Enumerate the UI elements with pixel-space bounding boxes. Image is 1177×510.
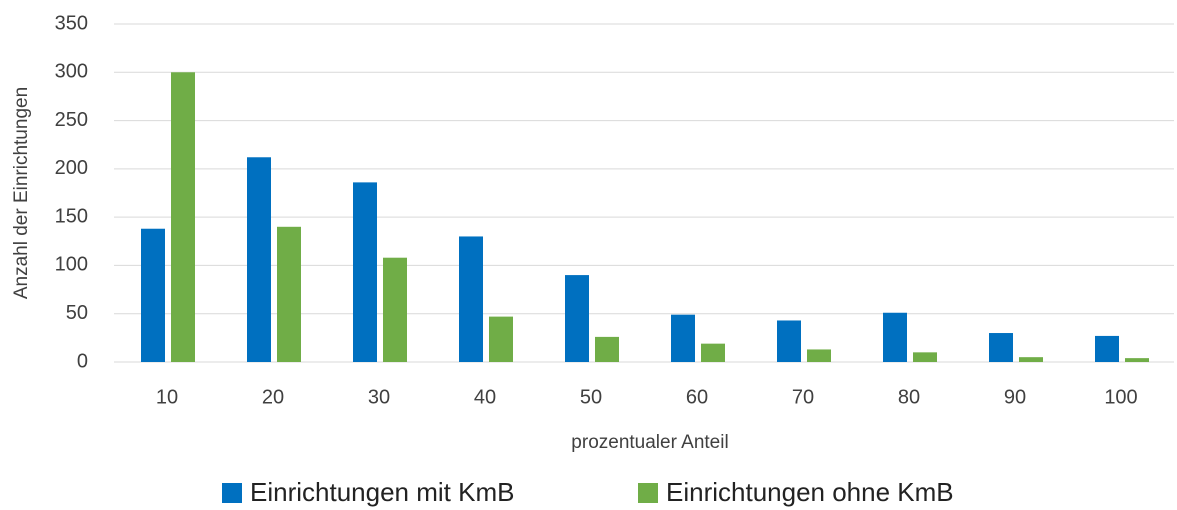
- x-tick-label: 20: [262, 386, 284, 408]
- y-tick-label: 250: [55, 109, 88, 131]
- bar: [353, 182, 377, 362]
- bar: [913, 352, 937, 362]
- y-tick-label: 100: [55, 254, 88, 276]
- bar: [277, 226, 301, 362]
- y-tick-label: 300: [55, 61, 88, 83]
- bar: [459, 236, 483, 362]
- y-axis-title: Anzahl der Einrichtungen: [11, 87, 32, 299]
- bar: [701, 343, 725, 362]
- bar: [595, 336, 619, 362]
- y-tick-label: 0: [77, 350, 88, 372]
- bar: [171, 72, 195, 363]
- x-axis-title: prozentualer Anteil: [571, 432, 728, 453]
- y-tick-label: 150: [55, 205, 88, 227]
- bar: [1125, 358, 1149, 362]
- x-tick-label: 100: [1104, 386, 1137, 408]
- x-tick-label: 70: [792, 386, 814, 408]
- y-tick-label: 200: [55, 157, 88, 179]
- bar: [565, 275, 589, 362]
- x-tick-label: 90: [1004, 386, 1026, 408]
- bar: [247, 157, 271, 362]
- legend-label: Einrichtungen mit KmB: [250, 477, 514, 507]
- bar: [1019, 357, 1043, 362]
- bar: [883, 312, 907, 362]
- legend-swatch: [638, 483, 658, 503]
- legend-label: Einrichtungen ohne KmB: [666, 477, 954, 507]
- bar: [141, 228, 165, 362]
- bar: [383, 257, 407, 362]
- bar: [489, 316, 513, 362]
- x-tick-label: 80: [898, 386, 920, 408]
- x-tick-label: 60: [686, 386, 708, 408]
- legend-swatch: [222, 483, 242, 503]
- x-tick-label: 40: [474, 386, 496, 408]
- x-tick-label: 30: [368, 386, 390, 408]
- bar: [671, 314, 695, 362]
- bar: [989, 333, 1013, 362]
- bar: [777, 320, 801, 362]
- x-tick-label: 10: [156, 386, 178, 408]
- bar: [807, 349, 831, 362]
- y-tick-label: 50: [66, 302, 88, 324]
- x-tick-label: 50: [580, 386, 602, 408]
- bar: [1095, 335, 1119, 362]
- y-tick-label: 350: [55, 12, 88, 34]
